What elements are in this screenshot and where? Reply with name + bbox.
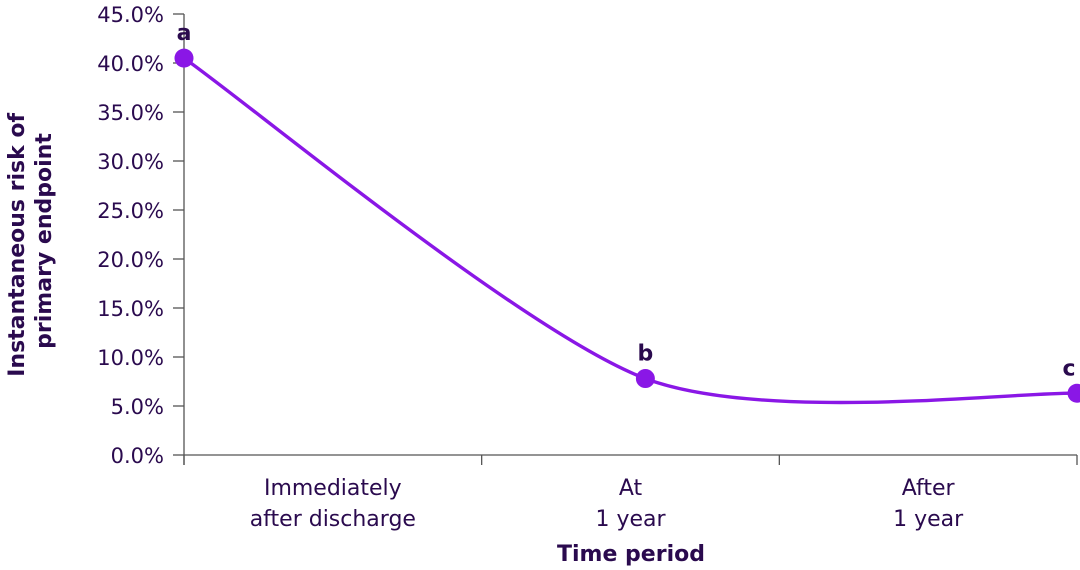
x-category-label-line: Immediately [264,476,402,501]
y-tick-label: 5.0% [111,395,164,419]
data-point-a [174,48,194,68]
y-tick-label: 45.0% [97,3,164,27]
y-axis-title-line-2: primary endpoint [32,133,57,349]
data-point-label-a: a [177,21,192,46]
y-axis-title-line-1: Instantaneous risk of [5,112,30,376]
y-axis-title: Instantaneous risk of primary endpoint [5,105,57,377]
y-tick-label: 25.0% [97,199,164,223]
data-point-c [1067,383,1080,403]
series-group: a b c [174,21,1080,405]
x-category-label-line: 1 year [595,507,666,532]
series-line [183,56,1078,405]
y-tick-label: 30.0% [97,150,164,174]
data-point-label-b: b [638,342,654,367]
data-point-b [635,369,655,389]
x-category-label: After 1 year [893,476,964,532]
data-point-label-c: c [1062,356,1075,381]
y-tick-label: 20.0% [97,248,164,272]
x-axis: Immediately after discharge At 1 year After 1… [183,454,1078,532]
y-axis: 0.0% 5.0% 10.0% 15.0% 20.0% 25.0% 30.0% 35.0% 40… [97,3,185,468]
x-category-label-line: At [619,476,643,501]
x-axis-title: Time period [557,542,705,567]
y-tick-label: 15.0% [97,297,164,321]
y-tick-label: 35.0% [97,101,164,125]
x-category-label-line: 1 year [893,507,964,532]
x-category-label-line: after discharge [250,507,416,532]
x-category-label: At 1 year [595,476,666,532]
x-category-label: Immediately after discharge [250,476,416,532]
y-tick-label: 10.0% [97,346,164,370]
y-tick-label: 40.0% [97,52,164,76]
y-tick-label: 0.0% [111,444,164,468]
x-category-label-line: After [902,476,956,501]
